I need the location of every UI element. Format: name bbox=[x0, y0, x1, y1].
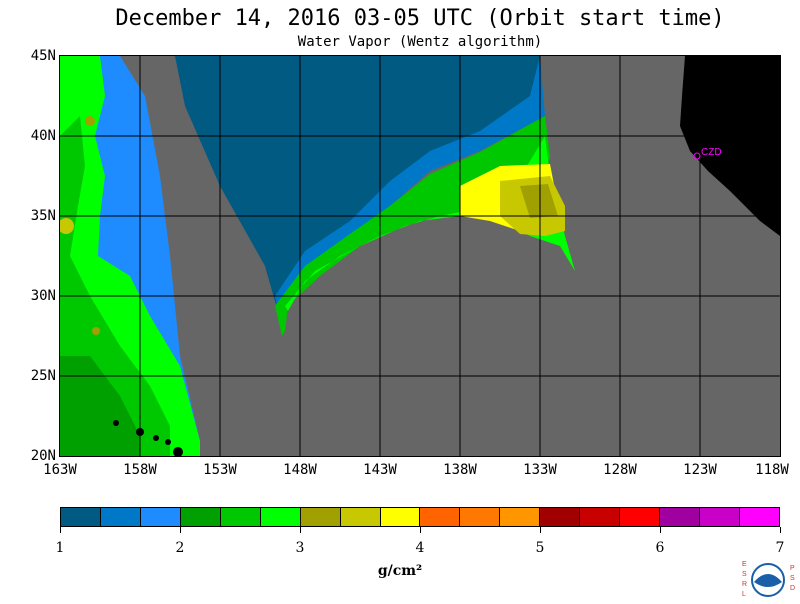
colorbar-swatch bbox=[140, 508, 181, 526]
colorbar-swatch bbox=[460, 508, 501, 526]
logo-left-text: E bbox=[742, 561, 747, 568]
colorbar-swatch bbox=[220, 508, 261, 526]
lat-label: 25N bbox=[30, 368, 56, 384]
colorbar bbox=[60, 507, 780, 527]
lon-label: 128W bbox=[603, 462, 637, 478]
water-vapor-map: CZD bbox=[59, 55, 781, 457]
island bbox=[153, 435, 159, 441]
chart-subtitle: Water Vapor (Wentz algorithm) bbox=[297, 34, 543, 50]
station-marker bbox=[693, 152, 701, 160]
swath-west-green2 bbox=[60, 356, 140, 456]
chart-title: December 14, 2016 03-05 UTC (Orbit start… bbox=[115, 6, 725, 31]
colorbar-tick-label: 2 bbox=[175, 540, 185, 556]
lat-label: 20N bbox=[30, 448, 56, 464]
colorbar-tick-label: 6 bbox=[655, 540, 665, 556]
colorbar-swatch bbox=[540, 508, 581, 526]
colorbar-swatch bbox=[340, 508, 381, 526]
logo-right-text: D bbox=[790, 585, 795, 592]
colorbar-swatch bbox=[500, 508, 541, 526]
lon-label: 153W bbox=[203, 462, 237, 478]
lon-label: 118W bbox=[755, 462, 789, 478]
swath-central-dark-olive bbox=[520, 184, 558, 218]
map-canvas: CZD bbox=[60, 56, 780, 456]
island bbox=[173, 447, 183, 456]
island bbox=[113, 420, 119, 426]
lat-label: 35N bbox=[30, 208, 56, 224]
colorbar-swatch bbox=[580, 508, 621, 526]
colorbar-tick bbox=[420, 527, 421, 533]
colorbar-swatch bbox=[61, 508, 101, 526]
swath-central-green bbox=[275, 116, 550, 336]
colorbar-tick bbox=[540, 527, 541, 533]
lat-lon-grid bbox=[60, 56, 780, 456]
lon-label: 143W bbox=[363, 462, 397, 478]
colorbar-tick-label: 7 bbox=[775, 540, 785, 556]
colorbar-tick bbox=[300, 527, 301, 533]
colorbar-tick bbox=[660, 527, 661, 533]
colorbar-tick-label: 5 bbox=[535, 540, 545, 556]
swath-west-olive-spot bbox=[60, 218, 74, 234]
colorbar-swatch bbox=[380, 508, 421, 526]
colorbar-swatch bbox=[620, 508, 661, 526]
swath-west-olive-spot3 bbox=[92, 327, 100, 335]
lat-label: 45N bbox=[30, 48, 56, 64]
lat-label: 30N bbox=[30, 288, 56, 304]
lon-label: 148W bbox=[283, 462, 317, 478]
lon-label: 133W bbox=[523, 462, 557, 478]
lon-label: 163W bbox=[43, 462, 77, 478]
colorbar-swatch bbox=[700, 508, 740, 526]
colorbar-tick bbox=[780, 527, 781, 533]
colorbar-swatch bbox=[100, 508, 141, 526]
noaa-logo: E S R L P S D bbox=[738, 556, 798, 600]
logo-left-text: L bbox=[742, 591, 746, 598]
colorbar-swatch bbox=[180, 508, 221, 526]
swath-west-olive-spot2 bbox=[85, 116, 95, 126]
station-label: CZD bbox=[701, 147, 722, 158]
colorbar-swatch bbox=[420, 508, 461, 526]
colorbar-swatch bbox=[739, 508, 779, 526]
swath-central-darkblue bbox=[175, 56, 540, 326]
colorbar-units: g/cm² bbox=[377, 563, 423, 579]
colorbar-tick-label: 3 bbox=[295, 540, 305, 556]
lon-label: 138W bbox=[443, 462, 477, 478]
logo-right-text: P bbox=[790, 565, 795, 572]
lon-label: 123W bbox=[683, 462, 717, 478]
colorbar-swatch bbox=[260, 508, 301, 526]
colorbar-swatch bbox=[660, 508, 700, 526]
logo-left-text: S bbox=[742, 571, 747, 578]
lon-label: 158W bbox=[123, 462, 157, 478]
noaa-bird-icon bbox=[754, 574, 782, 587]
colorbar-tick bbox=[60, 527, 61, 533]
logo-right-text: S bbox=[790, 575, 795, 582]
lat-label: 40N bbox=[30, 128, 56, 144]
island bbox=[165, 439, 171, 445]
colorbar-swatch bbox=[300, 508, 341, 526]
logo-left-text: R bbox=[742, 581, 747, 588]
land-california bbox=[680, 56, 780, 236]
colorbar-tick bbox=[180, 527, 181, 533]
colorbar-tick-label: 4 bbox=[415, 540, 425, 556]
colorbar-tick-label: 1 bbox=[55, 540, 65, 556]
